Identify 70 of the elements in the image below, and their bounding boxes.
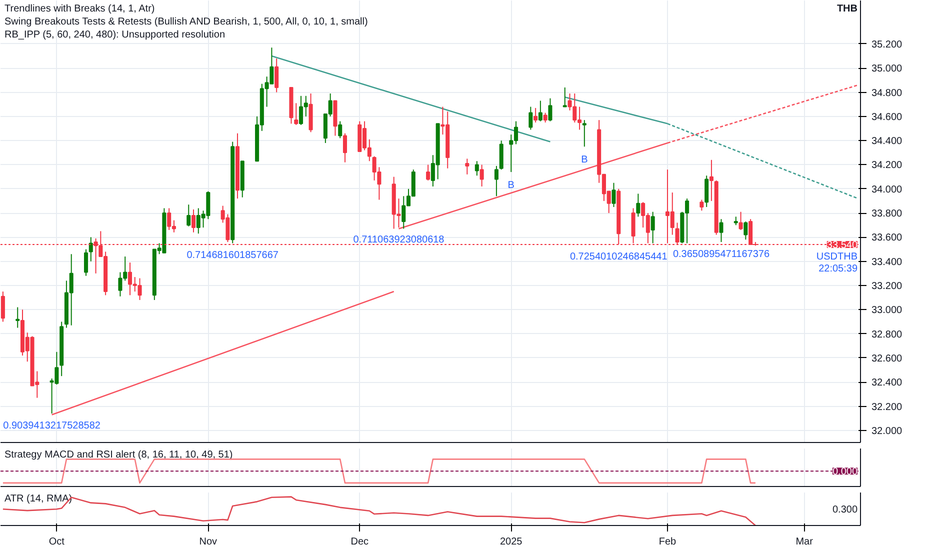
y-tick-label: 33.400 bbox=[872, 256, 903, 268]
candlestick bbox=[650, 211, 655, 244]
annotation: 0.9039413217528582 bbox=[3, 420, 101, 432]
candlestick bbox=[548, 98, 552, 122]
candlestick bbox=[338, 120, 342, 139]
annotation: RB_IPP (5, 60, 240, 480): Unsupported resolution bbox=[4, 30, 226, 40]
x-tick-label: Nov bbox=[199, 536, 218, 548]
x-tick-label: Feb bbox=[658, 536, 677, 548]
candlestick bbox=[480, 164, 484, 187]
candlestick bbox=[426, 164, 430, 181]
annotation: Swing Breakouts Tests & Retests (Bullish AND Bearish, 1, 500, All, 0, 10, 1, small) bbox=[4, 16, 368, 28]
candlestick bbox=[342, 132, 348, 163]
candlestick bbox=[465, 158, 470, 175]
candlestick bbox=[274, 58, 279, 93]
y-tick-label: 32.400 bbox=[872, 378, 903, 389]
x-tick-label: Mar bbox=[796, 536, 814, 548]
annotation: 0.711063923080618 bbox=[353, 234, 445, 246]
y-tick-label: 35.000 bbox=[872, 64, 903, 75]
candlestick bbox=[709, 159, 714, 202]
candlestick bbox=[191, 208, 196, 233]
candlestick bbox=[738, 211, 743, 230]
candlestick bbox=[474, 160, 479, 176]
y-tick-label: 34.800 bbox=[872, 88, 903, 99]
candlestick bbox=[636, 193, 640, 218]
y-tick-label: 34.000 bbox=[872, 184, 903, 196]
candlestick bbox=[543, 112, 548, 123]
x-tick-label: Dec bbox=[350, 536, 369, 548]
candlestick bbox=[534, 107, 538, 123]
candlestick bbox=[582, 120, 586, 148]
candlestick bbox=[704, 175, 709, 208]
candlestick bbox=[88, 236, 93, 262]
annotation: 0.714681601857667 bbox=[186, 250, 279, 262]
candlestick bbox=[0, 291, 5, 322]
annotation: USDTHB bbox=[816, 251, 858, 262]
candlestick bbox=[16, 306, 20, 328]
y-tick-label: 33.800 bbox=[872, 208, 903, 220]
candlestick bbox=[494, 165, 498, 197]
ref-line-label: 33.540 bbox=[826, 240, 858, 251]
annotation: Trendlines with Breaks (14, 1, Atr) bbox=[4, 4, 155, 14]
x-tick-label: Oct bbox=[48, 536, 65, 548]
x-tick-label: 2025 bbox=[500, 536, 523, 548]
y-tick-label: 33.200 bbox=[872, 281, 903, 292]
annotation: 22:05:39 bbox=[818, 263, 858, 274]
y-tick-label: 33.000 bbox=[872, 305, 903, 316]
candlestick bbox=[538, 100, 542, 122]
y-tick-label: 34.200 bbox=[872, 160, 903, 172]
candlestick bbox=[744, 221, 748, 240]
candlestick bbox=[612, 182, 616, 208]
y-tick-label: 34.600 bbox=[872, 112, 903, 123]
y-tick-label: 34.400 bbox=[872, 136, 903, 148]
candlestick bbox=[528, 106, 533, 130]
candlestick bbox=[186, 204, 191, 227]
y-tick-label: 35.200 bbox=[872, 39, 903, 50]
annotation: 0.300 bbox=[832, 504, 858, 516]
y-tick-label: 33.600 bbox=[872, 232, 903, 244]
y-tick-label: 32.000 bbox=[872, 426, 903, 437]
annotation: B bbox=[581, 154, 588, 166]
candlestick bbox=[719, 218, 724, 243]
y-tick-label: 32.600 bbox=[872, 353, 903, 364]
candlestick bbox=[84, 248, 88, 276]
annotation: B bbox=[508, 180, 515, 191]
y-axis-title: THB bbox=[836, 4, 858, 14]
y-tick-label: 32.800 bbox=[872, 329, 903, 340]
candlestick bbox=[700, 199, 704, 212]
annotation: 0.7254010246845441 bbox=[570, 251, 668, 262]
annotation: 0.3650895471167376 bbox=[672, 249, 770, 260]
y-tick-label: 32.200 bbox=[872, 402, 903, 413]
candlestick bbox=[294, 102, 298, 126]
chart-title: Strategy MACD and RSI alert (8, 16, 11, 10, 49, 51) bbox=[4, 450, 233, 460]
candlestick bbox=[562, 86, 567, 108]
